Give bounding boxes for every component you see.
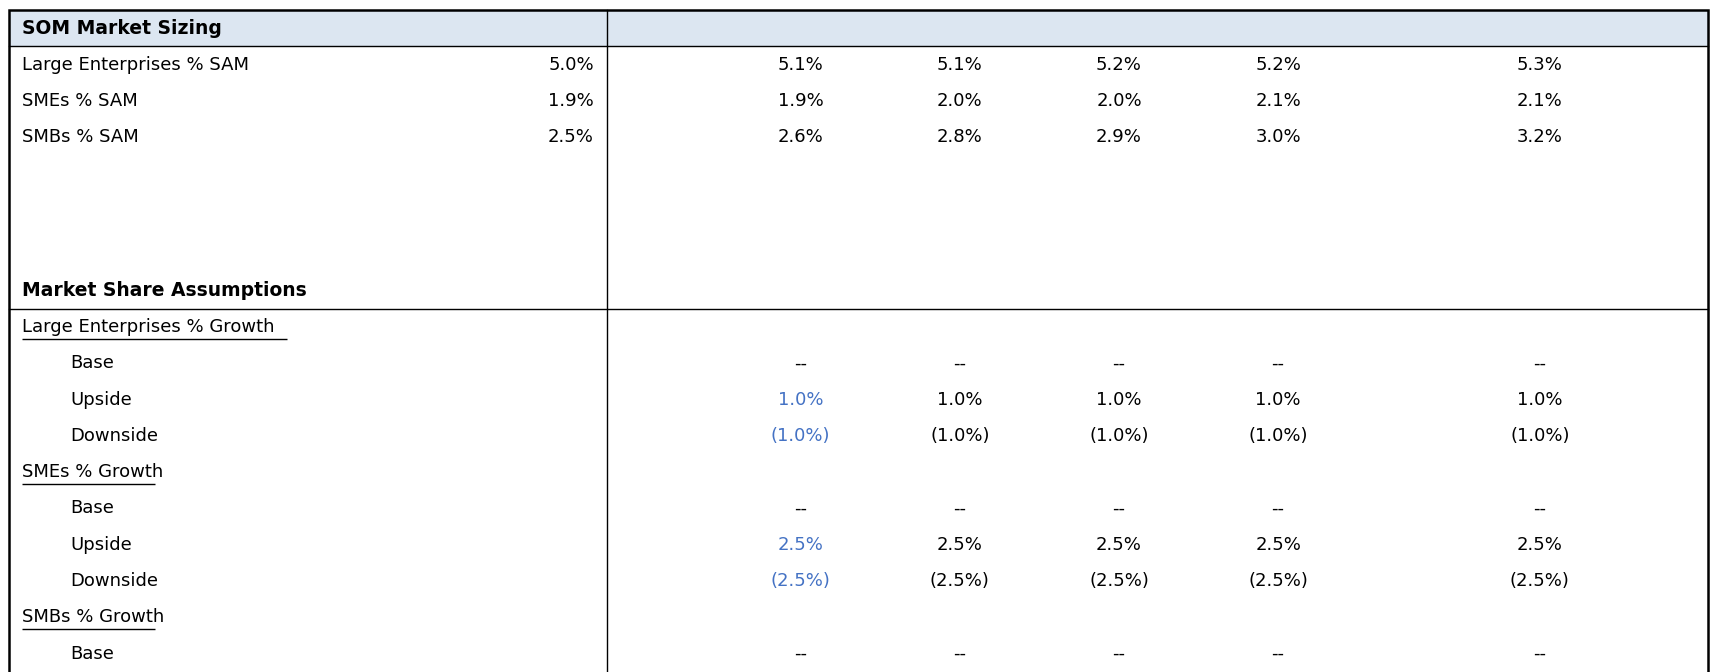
Text: 1.0%: 1.0% [938,390,982,409]
Text: --: -- [1271,354,1285,372]
Text: --: -- [953,499,967,517]
Text: SMBs % SAM: SMBs % SAM [22,128,139,146]
Bar [9,10,1708,46]
Text: SOM Market Sizing: SOM Market Sizing [22,19,222,38]
Text: 2.9%: 2.9% [1097,128,1141,146]
Text: 1.0%: 1.0% [1097,390,1141,409]
Text: --: -- [953,354,967,372]
Text: 2.5%: 2.5% [1097,536,1141,554]
Text: Large Enterprises % SAM: Large Enterprises % SAM [22,56,250,73]
Text: 5.0%: 5.0% [548,56,594,73]
Text: 1.9%: 1.9% [548,92,594,110]
Text: --: -- [1271,644,1285,663]
Text: 3.0%: 3.0% [1256,128,1300,146]
Text: 1.0%: 1.0% [779,390,823,409]
Text: 1.0%: 1.0% [1256,390,1300,409]
Text: --: -- [794,354,808,372]
Text: Upside: Upside [70,536,132,554]
Text: (2.5%): (2.5%) [1249,572,1307,590]
Text: Upside: Upside [70,390,132,409]
Text: --: -- [1271,499,1285,517]
Text: 2.5%: 2.5% [779,536,823,554]
Text: (1.0%): (1.0%) [772,427,830,445]
Text: Downside: Downside [70,572,157,590]
Text: Base: Base [70,354,115,372]
Text: 2.1%: 2.1% [1518,92,1562,110]
Text: --: -- [953,644,967,663]
Text: --: -- [1533,644,1547,663]
Text: --: -- [1112,644,1126,663]
Text: 5.1%: 5.1% [938,56,982,73]
Text: Base: Base [70,644,115,663]
Text: --: -- [1112,354,1126,372]
Text: --: -- [794,499,808,517]
Text: Downside: Downside [70,427,157,445]
Text: SMEs % Growth: SMEs % Growth [22,463,164,481]
Text: (1.0%): (1.0%) [1511,427,1569,445]
Text: 2.5%: 2.5% [1256,536,1300,554]
Text: 1.9%: 1.9% [779,92,823,110]
Text: Market Share Assumptions: Market Share Assumptions [22,281,306,300]
Text: --: -- [1533,499,1547,517]
Text: --: -- [1112,499,1126,517]
Text: 2.0%: 2.0% [938,92,982,110]
Text: Base: Base [70,499,115,517]
Text: 2.5%: 2.5% [548,128,594,146]
Text: 3.2%: 3.2% [1518,128,1562,146]
Text: Large Enterprises % Growth: Large Enterprises % Growth [22,318,275,336]
Text: 2.0%: 2.0% [1097,92,1141,110]
Text: (2.5%): (2.5%) [772,572,830,590]
Text: SMEs % SAM: SMEs % SAM [22,92,139,110]
Text: 2.5%: 2.5% [938,536,982,554]
Text: 1.0%: 1.0% [1518,390,1562,409]
Text: 5.3%: 5.3% [1518,56,1562,73]
Text: --: -- [1533,354,1547,372]
Text: 5.2%: 5.2% [1256,56,1300,73]
Text: (2.5%): (2.5%) [1090,572,1148,590]
Text: 2.5%: 2.5% [1518,536,1562,554]
Text: (2.5%): (2.5%) [1511,572,1569,590]
Text: (2.5%): (2.5%) [931,572,989,590]
Text: 5.2%: 5.2% [1097,56,1141,73]
Text: (1.0%): (1.0%) [1249,427,1307,445]
Text: (1.0%): (1.0%) [1090,427,1148,445]
Text: 2.1%: 2.1% [1256,92,1300,110]
Text: SMBs % Growth: SMBs % Growth [22,608,164,626]
Text: 5.1%: 5.1% [779,56,823,73]
Text: --: -- [794,644,808,663]
Text: 2.6%: 2.6% [779,128,823,146]
Text: (1.0%): (1.0%) [931,427,989,445]
Text: 2.8%: 2.8% [938,128,982,146]
